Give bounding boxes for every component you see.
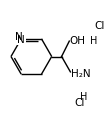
- Text: N: N: [15, 32, 23, 42]
- Text: H: H: [80, 91, 88, 101]
- Text: OH: OH: [70, 36, 86, 46]
- Text: H₂N: H₂N: [71, 69, 91, 79]
- Text: Cl: Cl: [95, 20, 105, 30]
- Text: H: H: [90, 36, 98, 46]
- Text: Cl: Cl: [75, 97, 85, 107]
- Text: N: N: [17, 35, 25, 44]
